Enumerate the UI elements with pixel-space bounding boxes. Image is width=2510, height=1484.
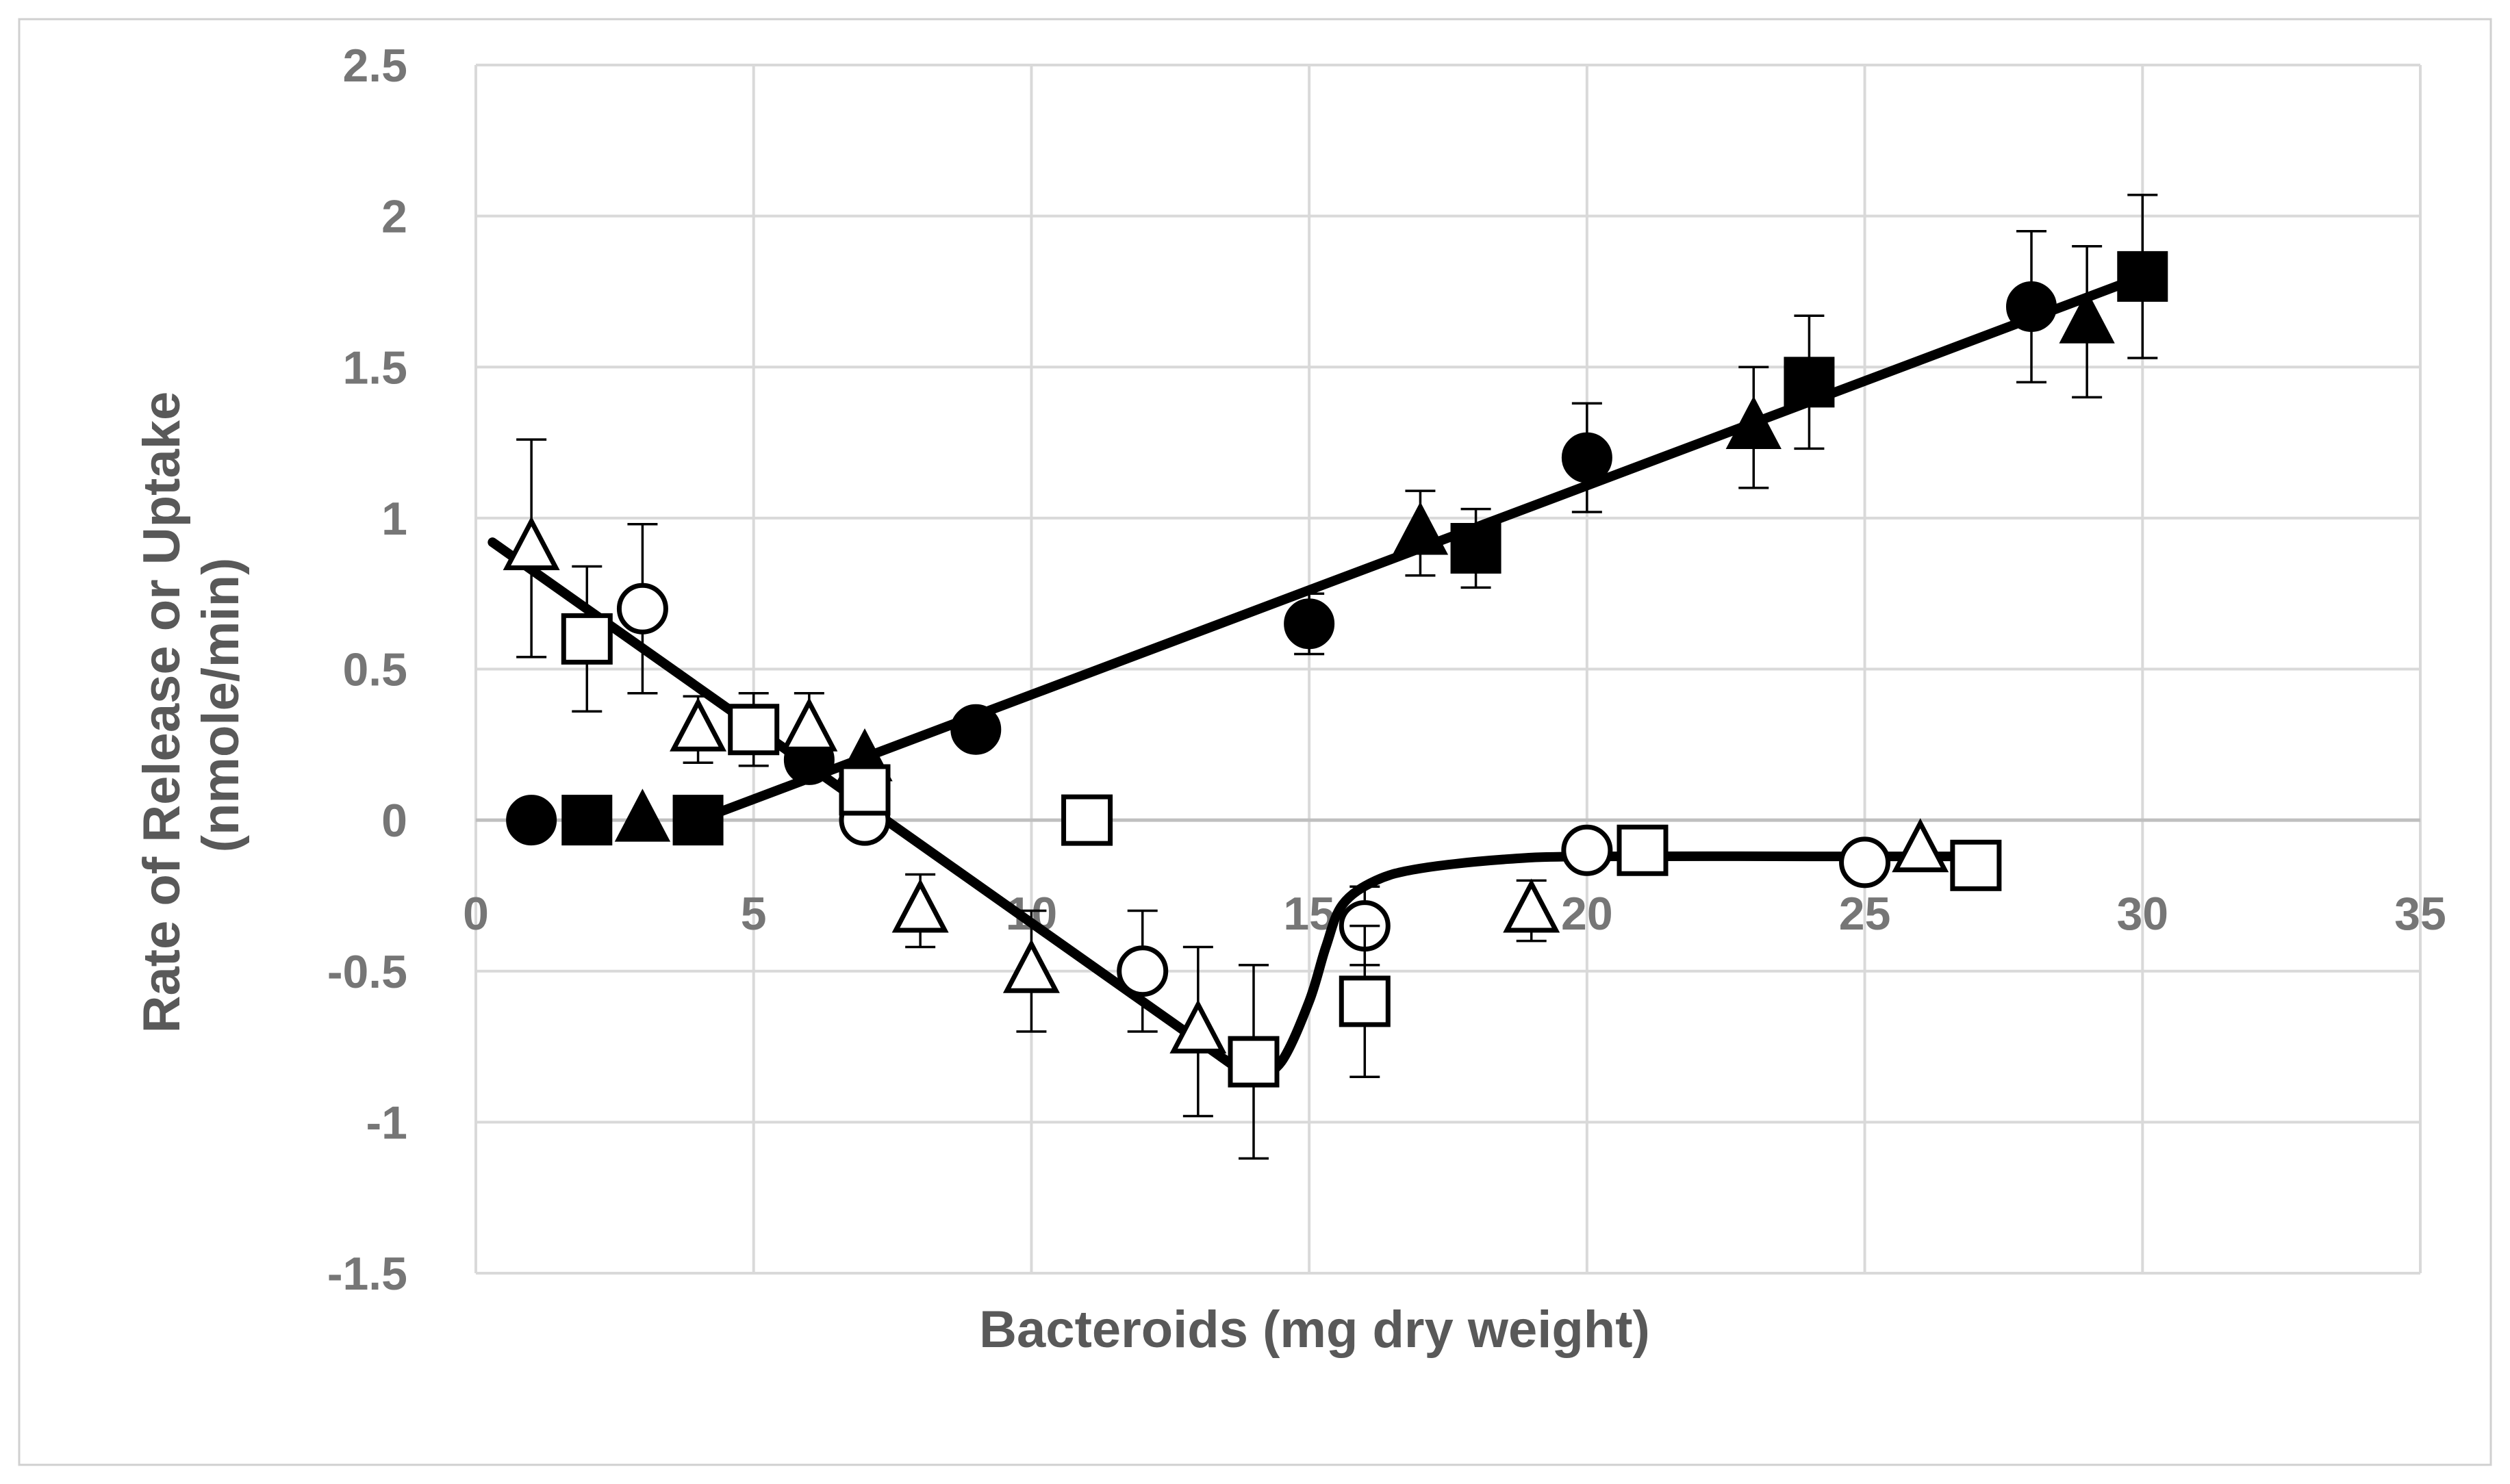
data-point-open-triangle bbox=[781, 697, 838, 752]
y-tick-label: 1.5 bbox=[342, 342, 407, 394]
x-tick-label: 35 bbox=[2394, 888, 2446, 940]
data-point-open-square bbox=[1061, 794, 1113, 846]
data-point-open-square bbox=[1228, 1036, 1280, 1088]
data-point-open-circle bbox=[1561, 824, 1613, 876]
data-point-open-triangle bbox=[1169, 999, 1227, 1054]
data-point-open-square bbox=[728, 704, 780, 756]
data-point-filled-circle bbox=[2006, 281, 2057, 332]
x-tick-label: 30 bbox=[2116, 888, 2168, 940]
x-tick-label: 5 bbox=[741, 888, 767, 940]
data-point-filled-triangle bbox=[1392, 502, 1449, 555]
data-point-filled-square bbox=[1450, 523, 1501, 574]
series-1 bbox=[506, 229, 2057, 846]
data-point-open-triangle bbox=[891, 878, 949, 933]
data-point-filled-circle bbox=[950, 704, 1002, 755]
x-tick-label: 0 bbox=[463, 888, 489, 940]
data-point-filled-triangle bbox=[2059, 290, 2115, 344]
data-point-open-triangle bbox=[670, 697, 727, 752]
data-point-open-circle bbox=[616, 583, 668, 635]
y-tick-label: -0.5 bbox=[327, 946, 407, 998]
y-axis-title-line-1: Rate of Release or Uptake bbox=[133, 392, 191, 1034]
gridlines bbox=[474, 64, 2422, 1275]
x-tick-label: 25 bbox=[1839, 888, 1891, 940]
series-3 bbox=[614, 245, 2115, 842]
y-tick-label: 0 bbox=[381, 795, 407, 847]
y-axis-title-line-2: (nmole/min) bbox=[192, 558, 250, 853]
y-tick-label: -1 bbox=[366, 1097, 407, 1149]
data-point-open-triangle bbox=[1503, 878, 1560, 933]
data-point-filled-triangle bbox=[614, 789, 671, 842]
data-point-filled-circle bbox=[1561, 432, 1612, 483]
series-2 bbox=[561, 193, 2168, 846]
data-point-open-triangle bbox=[1892, 818, 1949, 873]
y-axis-title: Rate of Release or Uptake (nmole/min) bbox=[133, 377, 250, 1034]
data-point-open-circle bbox=[1839, 836, 1891, 888]
trend-line-3 bbox=[1249, 851, 1981, 1085]
y-tick-label: -1.5 bbox=[327, 1248, 407, 1300]
data-point-open-square bbox=[561, 613, 613, 665]
y-tick-label: 0.5 bbox=[342, 644, 407, 696]
data-point-open-triangle bbox=[1002, 938, 1060, 993]
data-point-filled-square bbox=[1784, 357, 1835, 408]
data-point-open-square bbox=[839, 764, 891, 816]
series-6 bbox=[503, 438, 1949, 1118]
x-axis-title: Bacteroids (mg dry weight) bbox=[979, 1301, 1650, 1359]
data-point-open-circle bbox=[1117, 945, 1169, 997]
chart-frame bbox=[18, 18, 2492, 1466]
y-tick-label: 2 bbox=[381, 191, 407, 243]
data-point-open-square bbox=[1617, 824, 1669, 876]
data-point-filled-square bbox=[561, 795, 613, 846]
series-5 bbox=[561, 565, 2002, 1160]
data-point-filled-circle bbox=[506, 795, 557, 846]
data-point-filled-square bbox=[2117, 251, 2168, 302]
data-point-filled-square bbox=[672, 795, 724, 846]
data-point-open-square bbox=[1950, 839, 2002, 891]
data-point-open-square bbox=[1339, 975, 1391, 1027]
data-point-open-triangle bbox=[503, 516, 560, 571]
y-tick-label: 2.5 bbox=[342, 40, 407, 92]
data-point-filled-circle bbox=[1284, 598, 1335, 650]
data-point-filled-triangle bbox=[1725, 396, 1782, 450]
data-points bbox=[503, 193, 2168, 1160]
y-tick-label: 1 bbox=[381, 493, 407, 545]
x-tick-label: 20 bbox=[1561, 888, 1613, 940]
